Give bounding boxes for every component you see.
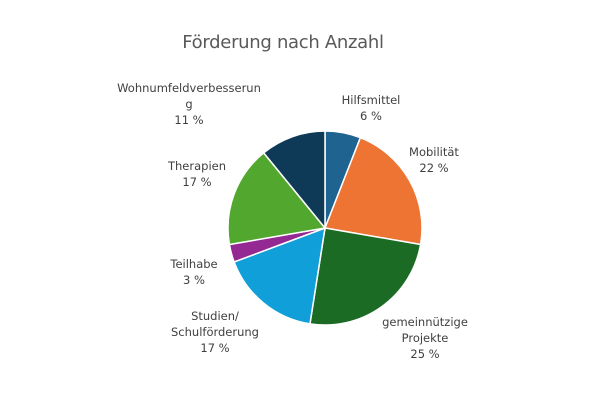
slice-label: Mobilität 22 %	[409, 145, 459, 175]
slice-name-label: Schulförderung	[171, 325, 259, 339]
slice-value-label: 17 %	[200, 341, 229, 355]
slice-name-label: Hilfsmittel	[342, 93, 401, 107]
slice-label: gemeinnützige Projekte 25 %	[382, 315, 468, 361]
slice-value-label: 17 %	[182, 175, 211, 189]
slice-name-label: Projekte	[402, 331, 449, 345]
slice-name-label: Mobilität	[409, 145, 459, 159]
slice-label: Studien/Schulförderung 17 %	[171, 309, 259, 355]
slice-name-label: Teilhabe	[169, 257, 217, 271]
slice-label: Therapien 17 %	[167, 159, 226, 189]
pie-slice	[227, 151, 327, 246]
slice-name-label: Wohnumfeldverbesserun	[117, 81, 261, 95]
pie-slice	[262, 130, 326, 231]
slice-value-label: 3 %	[183, 273, 205, 287]
slice-name-label: gemeinnützige	[382, 315, 468, 329]
slice-label: Teilhabe 3 %	[169, 257, 217, 287]
pie-slice	[233, 226, 326, 325]
slice-value-label: 11 %	[174, 113, 203, 127]
slice-label: Hilfsmittel 6 %	[342, 93, 401, 123]
slice-label: Wohnumfeldverbesserun g 11 %	[117, 81, 261, 127]
pie-slice	[309, 227, 422, 326]
slice-value-label: 25 %	[410, 347, 439, 361]
pie-slice	[323, 136, 423, 246]
slice-value-label: 6 %	[360, 109, 382, 123]
slice-name-label: g	[185, 97, 192, 111]
slice-name-label: Therapien	[167, 159, 226, 173]
chart-title: Förderung nach Anzahl	[182, 32, 384, 53]
slice-value-label: 22 %	[419, 161, 448, 175]
slice-name-label: Studien/	[191, 309, 239, 323]
